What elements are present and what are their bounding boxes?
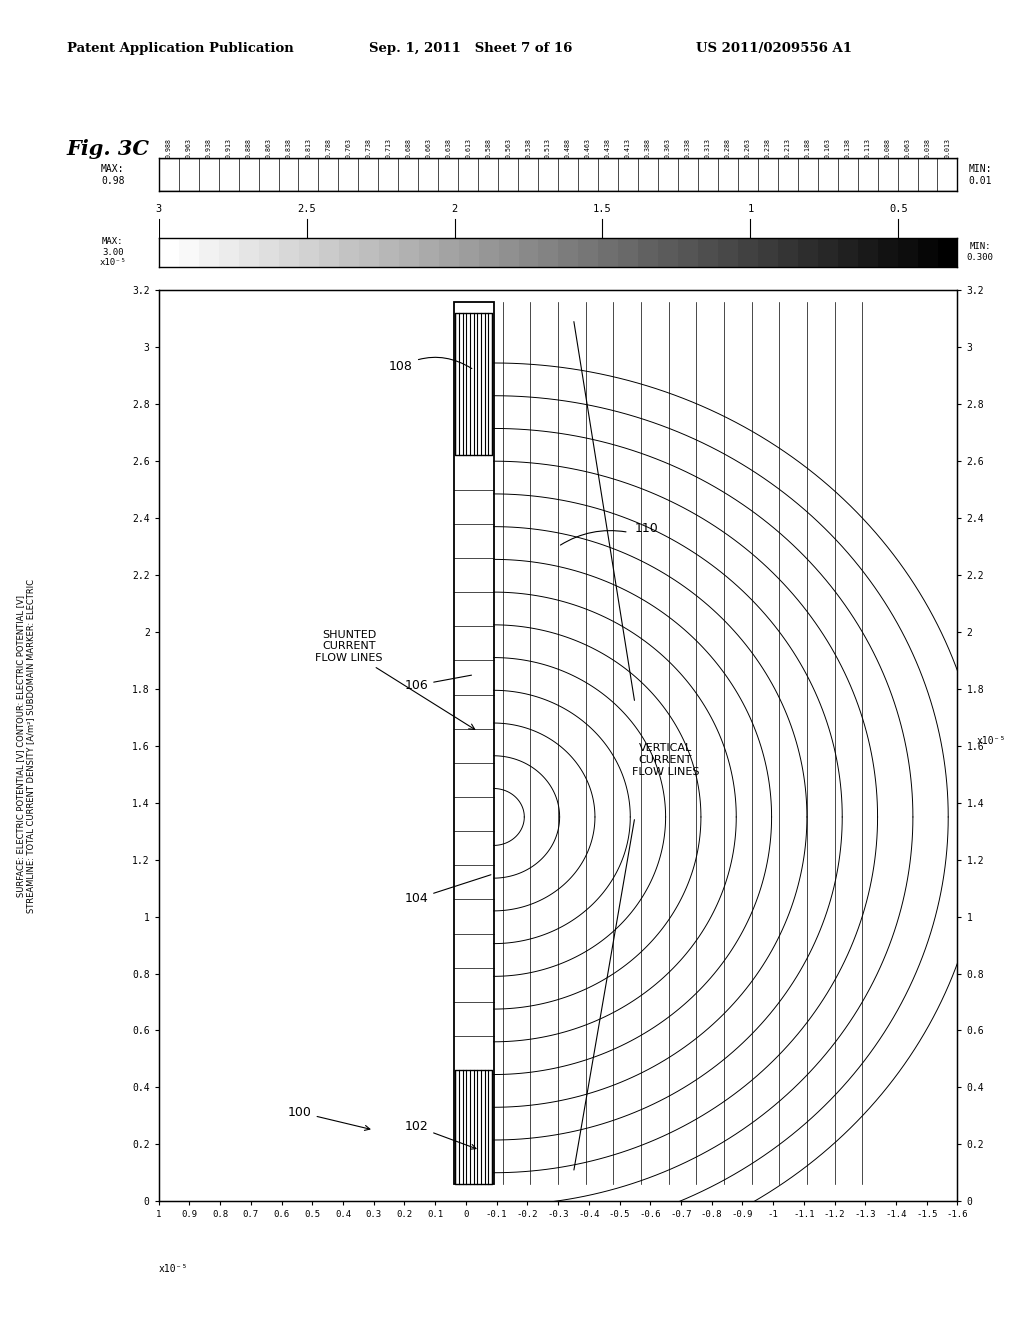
- Bar: [455, 1071, 492, 1184]
- Text: x10⁻⁵: x10⁻⁵: [159, 1263, 188, 1274]
- Text: 0.188: 0.188: [805, 139, 811, 158]
- Text: 0.513: 0.513: [545, 139, 551, 158]
- Text: SURFACE: ELECTRIC POTENTIAL [V] CONTOUR: ELECTRIC POTENTIAL [V]
STREAMLINE: TOTA: SURFACE: ELECTRIC POTENTIAL [V] CONTOUR:…: [16, 578, 35, 913]
- Text: 100: 100: [288, 1106, 370, 1130]
- Text: 0.388: 0.388: [645, 139, 651, 158]
- Text: 0.063: 0.063: [904, 139, 910, 158]
- Text: 0.988: 0.988: [166, 139, 172, 158]
- Text: 0.088: 0.088: [885, 139, 891, 158]
- Text: Patent Application Publication: Patent Application Publication: [67, 42, 293, 55]
- Text: Fig. 3C: Fig. 3C: [67, 139, 150, 158]
- Text: SHUNTED
CURRENT
FLOW LINES: SHUNTED CURRENT FLOW LINES: [315, 630, 383, 663]
- Text: 108: 108: [389, 358, 472, 374]
- Text: 0.738: 0.738: [366, 139, 372, 158]
- Text: 0.413: 0.413: [625, 139, 631, 158]
- Text: MAX:
3.00
x10⁻⁵: MAX: 3.00 x10⁻⁵: [99, 238, 126, 267]
- Text: 0.313: 0.313: [705, 139, 711, 158]
- Text: US 2011/0209556 A1: US 2011/0209556 A1: [696, 42, 852, 55]
- Text: 0.263: 0.263: [744, 139, 751, 158]
- Text: 1.5: 1.5: [593, 205, 611, 214]
- Text: 0.013: 0.013: [944, 139, 950, 158]
- Text: 0.588: 0.588: [485, 139, 492, 158]
- Bar: [455, 313, 492, 455]
- Text: 0.613: 0.613: [465, 139, 471, 158]
- Text: 1: 1: [748, 205, 754, 214]
- Text: 0.113: 0.113: [864, 139, 870, 158]
- Text: 0.138: 0.138: [845, 139, 851, 158]
- Text: 0.463: 0.463: [585, 139, 591, 158]
- Text: 0.963: 0.963: [185, 139, 191, 158]
- Text: 110: 110: [635, 523, 658, 536]
- Text: 0.763: 0.763: [345, 139, 351, 158]
- Text: 0.663: 0.663: [425, 139, 431, 158]
- Text: 0.688: 0.688: [406, 139, 412, 158]
- Text: MAX:
0.98: MAX: 0.98: [101, 164, 124, 186]
- Text: 0.213: 0.213: [784, 139, 791, 158]
- Text: 0.638: 0.638: [445, 139, 452, 158]
- Text: 0.288: 0.288: [725, 139, 731, 158]
- Text: MIN:
0.300: MIN: 0.300: [967, 243, 993, 261]
- Text: 0.938: 0.938: [206, 139, 212, 158]
- Text: 0.863: 0.863: [265, 139, 271, 158]
- Text: 0.363: 0.363: [665, 139, 671, 158]
- Text: 0.338: 0.338: [685, 139, 691, 158]
- Text: VERTICAL
CURRENT
FLOW LINES: VERTICAL CURRENT FLOW LINES: [632, 743, 699, 776]
- Text: 0.5: 0.5: [889, 205, 907, 214]
- Y-axis label: x10⁻⁵: x10⁻⁵: [976, 735, 1006, 746]
- Text: Sep. 1, 2011   Sheet 7 of 16: Sep. 1, 2011 Sheet 7 of 16: [369, 42, 572, 55]
- Text: 0.913: 0.913: [225, 139, 231, 158]
- Text: 0.238: 0.238: [765, 139, 771, 158]
- Text: 0.788: 0.788: [326, 139, 332, 158]
- Text: 3: 3: [156, 205, 162, 214]
- Text: MIN:
0.01: MIN: 0.01: [969, 164, 991, 186]
- Text: 0.563: 0.563: [505, 139, 511, 158]
- Text: 0.038: 0.038: [925, 139, 931, 158]
- Text: 0.438: 0.438: [605, 139, 611, 158]
- Text: 0.713: 0.713: [385, 139, 391, 158]
- Text: 104: 104: [404, 875, 490, 906]
- Text: 0.888: 0.888: [246, 139, 252, 158]
- Text: 106: 106: [404, 675, 471, 692]
- Bar: [454, 302, 494, 1184]
- Text: 2.5: 2.5: [297, 205, 316, 214]
- Text: 0.488: 0.488: [565, 139, 571, 158]
- Text: 0.838: 0.838: [286, 139, 292, 158]
- Text: 102: 102: [404, 1121, 476, 1150]
- Text: 2: 2: [452, 205, 458, 214]
- Text: 0.163: 0.163: [824, 139, 830, 158]
- Text: 0.813: 0.813: [305, 139, 311, 158]
- Text: 0.538: 0.538: [525, 139, 531, 158]
